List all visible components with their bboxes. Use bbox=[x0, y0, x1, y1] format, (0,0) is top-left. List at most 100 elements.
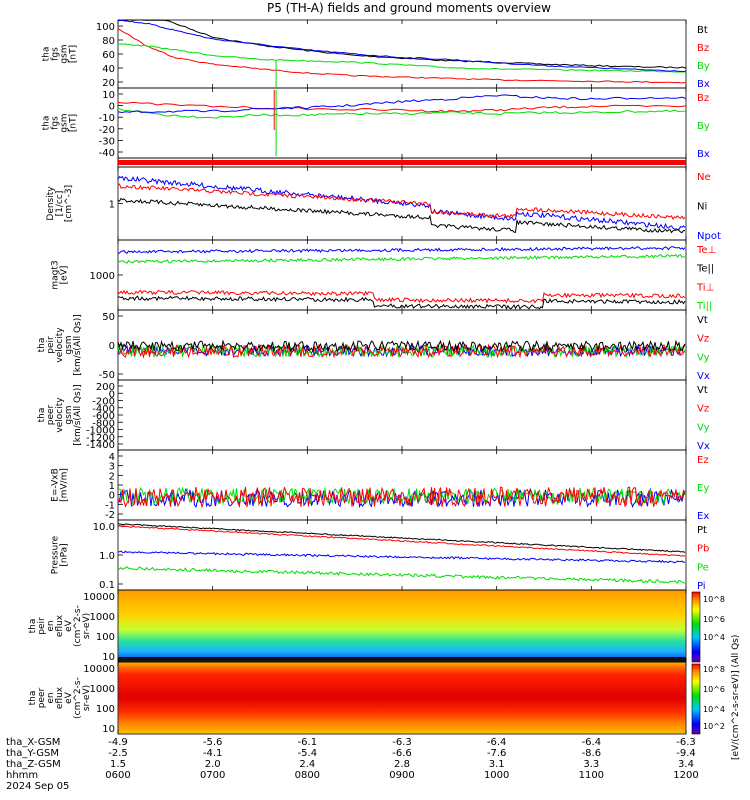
x-date: 2024 Sep 05 bbox=[6, 781, 69, 792]
y-tick-label: 1 bbox=[109, 200, 115, 211]
series-line-Bz bbox=[117, 28, 687, 84]
x-tick-label: -2.5 bbox=[108, 748, 128, 759]
plot-title: P5 (TH-A) fields and ground moments over… bbox=[267, 1, 551, 15]
legend-entry: Pi bbox=[697, 581, 706, 592]
y-tick-label: -30 bbox=[99, 136, 115, 147]
legend-entry: Bt bbox=[697, 25, 708, 36]
y-tick-label: 10 bbox=[102, 90, 115, 101]
y-axis-label: fgs bbox=[51, 116, 61, 130]
legend-entry: Vt bbox=[697, 315, 708, 326]
y-tick-label: -40 bbox=[99, 148, 115, 159]
x-tick-label: 1100 bbox=[579, 770, 604, 781]
colorbar-tick-1: 10^8 bbox=[703, 595, 725, 604]
y-tick-label: 10000 bbox=[83, 592, 115, 603]
y-tick-label: -200 bbox=[92, 397, 115, 408]
x-tick-label: -4.1 bbox=[203, 748, 223, 759]
y-axis-label: peer bbox=[37, 687, 47, 708]
y-axis-label: eflux bbox=[55, 686, 65, 709]
y-tick-label: 100 bbox=[96, 22, 115, 33]
trace-ni bbox=[117, 197, 686, 234]
y-tick-label: 50 bbox=[102, 312, 115, 323]
x-axis-annotations: tha_X-GSM tha_Y-GSM tha_Z-GSM hhmm 2024 … bbox=[6, 737, 69, 792]
y-tick-label: 1 bbox=[109, 481, 115, 492]
trace-vz bbox=[117, 343, 686, 359]
y-tick-label: 4 bbox=[109, 452, 115, 463]
legend-entry: Ey bbox=[697, 483, 709, 494]
x-tick-label: 1.5 bbox=[110, 759, 126, 770]
y-tick-label: 20 bbox=[102, 78, 115, 89]
x-tick-label: 0700 bbox=[200, 770, 225, 781]
y-tick-label: 1000 bbox=[90, 684, 115, 695]
y-tick-label: -10 bbox=[99, 113, 115, 124]
x-tick-label: -6.3 bbox=[392, 737, 412, 748]
series-line-By bbox=[117, 43, 686, 73]
legend-entry: Vy bbox=[697, 422, 710, 433]
colorbar-tick-2: 10^6 bbox=[703, 615, 725, 624]
trace-vt bbox=[117, 339, 686, 353]
x-tick-label: 0800 bbox=[295, 770, 320, 781]
y-tick-label: 100 bbox=[96, 632, 115, 643]
x-tick-label: -9.4 bbox=[676, 748, 696, 759]
legend-entry: By bbox=[697, 61, 710, 72]
x-tick-label: -5.4 bbox=[298, 748, 318, 759]
y-tick-label: 3 bbox=[109, 462, 115, 473]
y-axis-label: [nPa] bbox=[60, 543, 70, 566]
colorbar-tick-7: 10^2 bbox=[703, 722, 725, 731]
x-tick-label: 0900 bbox=[389, 770, 414, 781]
y-tick-label: -400 bbox=[92, 404, 115, 415]
y-axis-label: tha bbox=[28, 691, 38, 706]
x-tick-label: -6.6 bbox=[392, 748, 412, 759]
legend-entry: Pb bbox=[697, 544, 709, 555]
y-axis-label: Density bbox=[46, 186, 56, 221]
y-axis-label: [nT] bbox=[69, 114, 79, 132]
series-line-Bx bbox=[117, 94, 687, 114]
legend-entry: Ex bbox=[697, 511, 709, 522]
panel-frame-7 bbox=[117, 449, 687, 521]
x-tick-label: -7.6 bbox=[487, 748, 507, 759]
y-axis-label: [1/cc] bbox=[55, 191, 65, 217]
y-axis-label: velocity bbox=[55, 397, 65, 433]
x-tick-label: 2.0 bbox=[205, 759, 221, 770]
y-tick-label: -800 bbox=[92, 418, 115, 429]
y-axis-label: E=-VxB bbox=[51, 468, 61, 502]
y-axis-label: gsm bbox=[64, 405, 74, 424]
y-tick-label: 0 bbox=[109, 341, 115, 352]
y-axis-label: eV bbox=[64, 619, 74, 632]
x-tick-label: -5.6 bbox=[203, 737, 223, 748]
xrow-label-0: tha_X-GSM bbox=[6, 737, 60, 748]
x-tick-label: 1200 bbox=[673, 770, 698, 781]
colorbar-tick-3: 10^4 bbox=[703, 633, 725, 642]
trace-te-par bbox=[117, 254, 686, 264]
y-axis-label: [km/s(All Qs)] bbox=[73, 314, 83, 376]
y-axis-label: eV bbox=[64, 691, 74, 704]
trace-ti-par bbox=[117, 295, 686, 310]
x-tick-labels: -4.9 -5.6 -6.1 -6.3 -6.4 -6.4 -6.3 -2.5 -4.1 -5.4… bbox=[105, 737, 698, 781]
y-axis-label: velocity bbox=[55, 327, 65, 363]
y-tick-label: 0 bbox=[109, 491, 115, 502]
y-axis-label: gsm bbox=[64, 335, 74, 354]
y-axis-label: peir bbox=[37, 617, 47, 635]
colorbar-electron bbox=[691, 663, 701, 735]
y-tick-label: 0 bbox=[109, 102, 115, 113]
legend-entry: Bz bbox=[697, 43, 709, 54]
y-axis-label: [eV] bbox=[60, 266, 70, 285]
trace-ez bbox=[117, 486, 686, 509]
y-axis-label: en bbox=[46, 620, 56, 631]
y-tick-label: -20 bbox=[99, 125, 115, 136]
y-axis-label: [km/s(All Qs)] bbox=[73, 384, 83, 446]
x-tick-label: 2.8 bbox=[394, 759, 410, 770]
y-axis-label: gsm bbox=[60, 113, 70, 132]
y-axis-label: peer bbox=[46, 404, 56, 425]
ion-spectrogram-fill bbox=[118, 590, 686, 662]
y-tick-label: 1000 bbox=[90, 271, 115, 282]
y-tick-label: 1.0 bbox=[99, 551, 115, 562]
trace-pt bbox=[117, 523, 686, 553]
legend-entry: Vy bbox=[697, 352, 710, 363]
legend-entry: Bx bbox=[697, 79, 710, 90]
legend-entry: Vz bbox=[697, 334, 709, 345]
legend-entry: Ni bbox=[697, 202, 707, 213]
trace-vy bbox=[117, 343, 686, 359]
y-tick-label: 60 bbox=[102, 50, 115, 61]
trace-ti-perp bbox=[117, 289, 686, 304]
